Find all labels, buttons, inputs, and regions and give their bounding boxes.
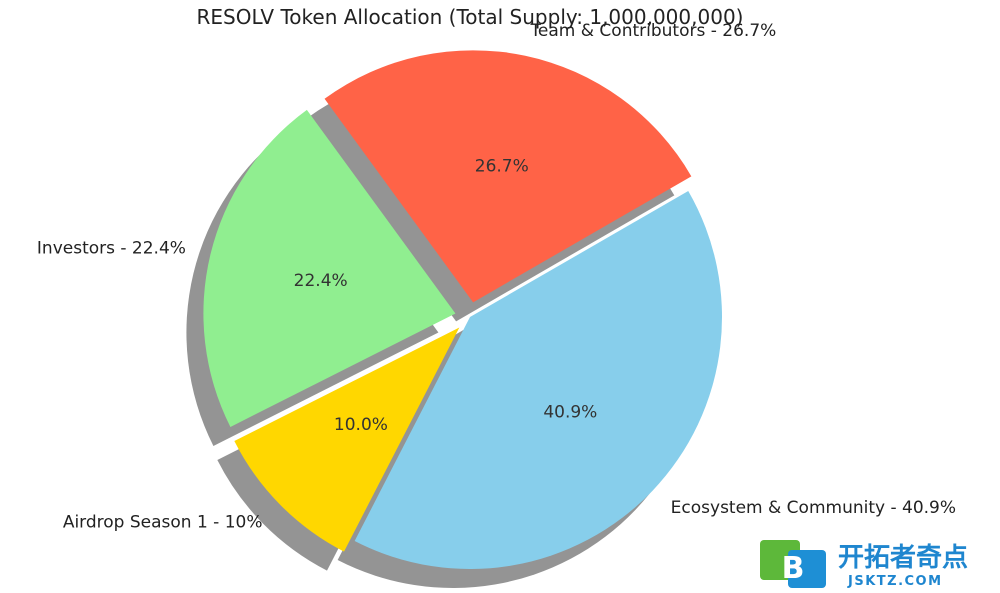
watermark-logo: B 开拓者奇点 JSKTZ.COM: [760, 540, 968, 589]
pct-label-airdrop-season-1: 10.0%: [334, 415, 388, 435]
watermark-name: 开拓者奇点: [838, 542, 968, 573]
pct-label-team-contributors: 26.7%: [475, 157, 529, 177]
watermark-blue-square: [788, 550, 826, 588]
pct-label-ecosystem-community: 40.9%: [543, 403, 597, 423]
slice-investors: [203, 109, 456, 427]
chart-title: RESOLV Token Allocation (Total Supply: 1…: [197, 5, 744, 29]
slice-label-airdrop-season-1: Airdrop Season 1 - 10%: [63, 513, 263, 533]
slice-labels: Team & Contributors - 26.7% Investors - 2…: [37, 21, 956, 533]
slice-ecosystem-community: [354, 191, 723, 570]
pie-slices: [203, 50, 723, 570]
pct-label-investors: 22.4%: [294, 271, 348, 291]
watermark-logo-letter: B: [782, 551, 805, 586]
percentage-labels: 26.7% 22.4% 10.0% 40.9%: [294, 157, 598, 435]
slice-label-investors: Investors - 22.4%: [37, 238, 186, 258]
slice-airdrop-season-1: [234, 327, 460, 552]
slice-label-ecosystem-community: Ecosystem & Community - 40.9%: [671, 498, 956, 518]
slice-label-team-contributors: Team & Contributors - 26.7%: [529, 21, 776, 41]
watermark-domain: JSKTZ.COM: [847, 574, 943, 589]
slice-team-contributors: [324, 50, 692, 303]
